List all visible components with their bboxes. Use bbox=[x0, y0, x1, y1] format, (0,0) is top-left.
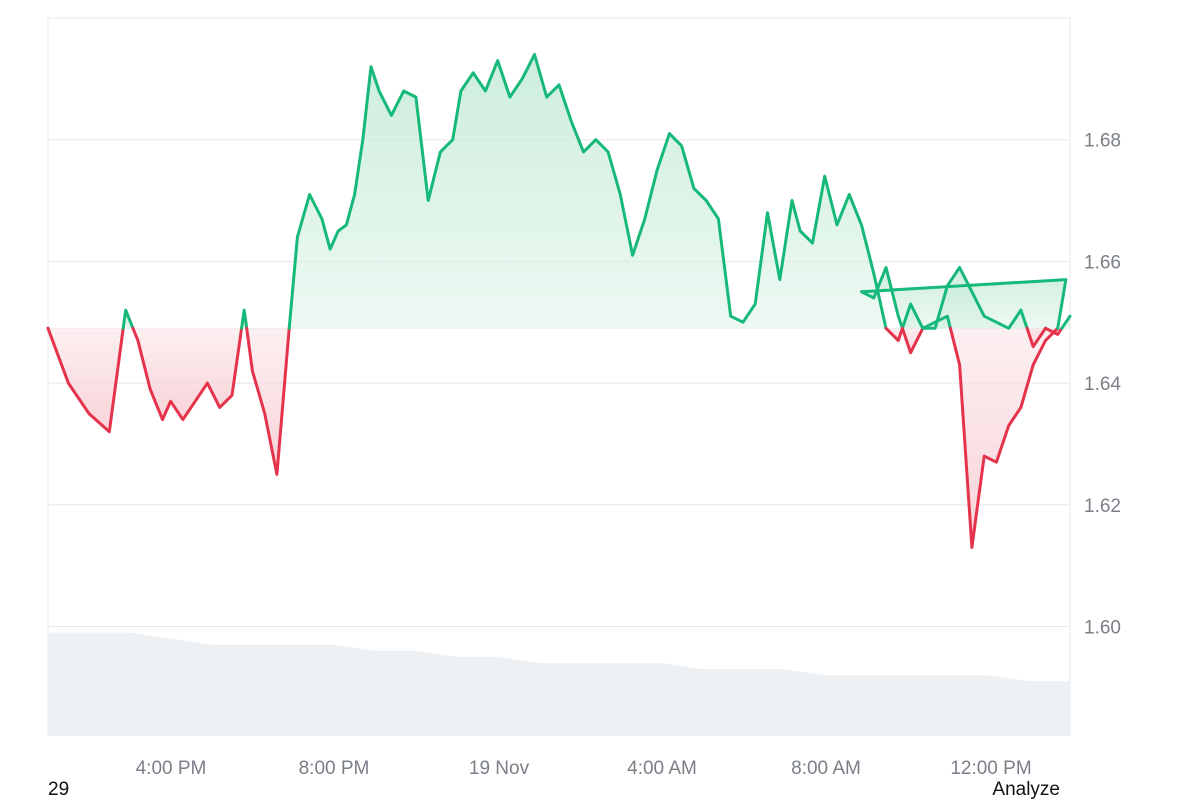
price-line-down bbox=[1044, 326, 1064, 336]
area-below-baseline bbox=[133, 328, 242, 420]
volume-area bbox=[48, 632, 1070, 736]
price-line-down bbox=[884, 326, 904, 342]
price-line-up bbox=[240, 308, 249, 330]
price-line-down bbox=[1025, 326, 1047, 349]
y-tick-label: 1.64 bbox=[1084, 374, 1121, 395]
footer-left-label: 29 bbox=[48, 779, 70, 800]
x-tick-label: 8:00 AM bbox=[791, 758, 861, 779]
area-below-baseline bbox=[48, 328, 124, 432]
y-axis: 1.60 1.62 1.64 1.66 1.68 bbox=[1084, 131, 1121, 639]
price-line-down bbox=[900, 326, 925, 355]
area-above-baseline bbox=[289, 54, 886, 329]
x-tick-label: 19 Nov bbox=[469, 758, 530, 779]
area-below-baseline bbox=[902, 328, 923, 353]
y-tick-label: 1.68 bbox=[1084, 131, 1121, 152]
x-tick-label: 4:00 AM bbox=[627, 758, 697, 779]
area-fill-layer bbox=[48, 54, 1070, 548]
price-line-layer bbox=[46, 53, 1072, 549]
y-tick-label: 1.60 bbox=[1084, 617, 1121, 638]
price-line-down bbox=[46, 326, 125, 434]
price-line-up bbox=[860, 266, 1068, 330]
y-tick-label: 1.66 bbox=[1084, 252, 1121, 273]
price-line-down bbox=[948, 326, 1060, 549]
price-line-up bbox=[287, 53, 888, 330]
x-axis: 4:00 PM 8:00 PM 19 Nov 4:00 AM 8:00 AM 12:00 … bbox=[136, 758, 1032, 779]
price-line-up bbox=[900, 302, 952, 330]
x-tick-label: 12:00 PM bbox=[950, 758, 1031, 779]
price-line-down bbox=[131, 326, 244, 422]
x-tick-label: 4:00 PM bbox=[136, 758, 207, 779]
price-line-up bbox=[121, 308, 135, 330]
volume-layer bbox=[48, 632, 1070, 736]
price-line-up bbox=[1060, 314, 1072, 330]
analyze-link[interactable]: Analyze bbox=[992, 779, 1060, 800]
price-line-up bbox=[921, 266, 1029, 330]
y-tick-label: 1.62 bbox=[1084, 496, 1121, 517]
x-tick-label: 8:00 PM bbox=[299, 758, 370, 779]
price-line-down bbox=[245, 326, 291, 476]
